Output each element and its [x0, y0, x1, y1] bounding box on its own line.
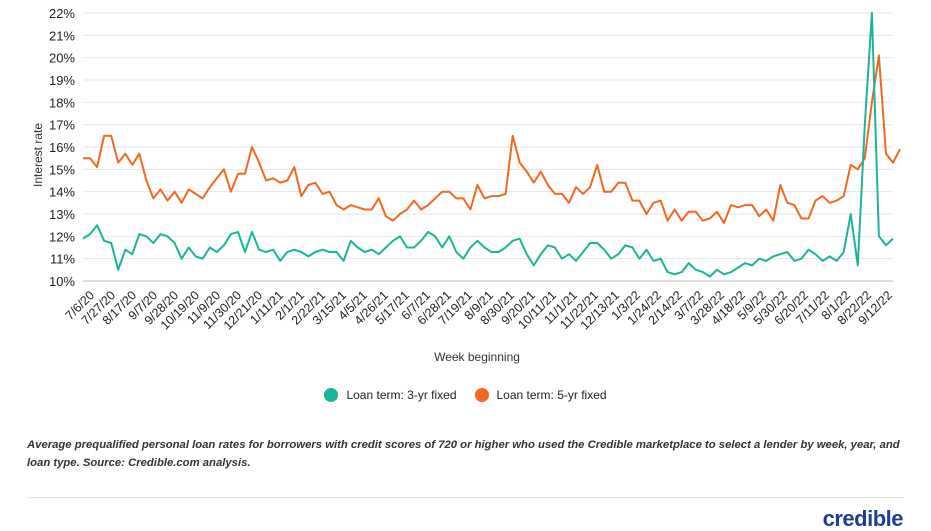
y-tick-label: 16%: [49, 140, 75, 155]
legend-item-3yr[interactable]: Loan term: 3-yr fixed: [324, 388, 457, 402]
series-line-5yr: [83, 54, 901, 224]
line-chart: 10%11%12%13%14%15%16%17%18%19%20%21%22% …: [31, 6, 901, 364]
y-tick-label: 21%: [49, 28, 75, 43]
gridlines: [83, 12, 893, 282]
y-tick-label: 17%: [49, 118, 75, 133]
x-axis-ticks: 7/6/207/27/208/17/209/7/209/28/2010/19/2…: [63, 288, 895, 332]
chart-footnote: Average prequalified personal loan rates…: [27, 439, 900, 469]
legend-label-3yr: Loan term: 3-yr fixed: [346, 388, 457, 402]
y-tick-label: 18%: [49, 95, 75, 110]
y-tick-label: 12%: [49, 229, 75, 244]
series-lines: [82, 12, 901, 278]
legend-label-5yr: Loan term: 5-yr fixed: [496, 388, 607, 402]
y-tick-label: 13%: [49, 207, 75, 222]
divider: [27, 497, 904, 498]
legend-item-5yr[interactable]: Loan term: 5-yr fixed: [474, 388, 607, 402]
y-axis-title: Interest rate: [31, 123, 45, 187]
series-line-3yr: [82, 12, 894, 278]
x-axis-title: Week beginning: [434, 350, 520, 364]
y-axis-ticks: 10% 11% 12% 13% 14% 15% 16% 17% 18% 19% 20% 21% 22%: [49, 6, 75, 289]
y-tick-label: 14%: [49, 185, 75, 200]
y-tick-label: 20%: [49, 51, 75, 66]
legend: Loan term: 3-yr fixed Loan term: 5-yr fi…: [0, 388, 931, 402]
legend-swatch-5yr: [474, 388, 489, 402]
y-tick-label: 19%: [49, 73, 75, 88]
y-tick-label: 22%: [49, 6, 75, 21]
legend-swatch-3yr: [324, 388, 339, 402]
y-tick-label: 11%: [50, 252, 75, 267]
credible-logo: credible: [822, 506, 904, 531]
y-tick-label: 15%: [49, 162, 75, 177]
y-tick-label: 10%: [49, 274, 75, 289]
